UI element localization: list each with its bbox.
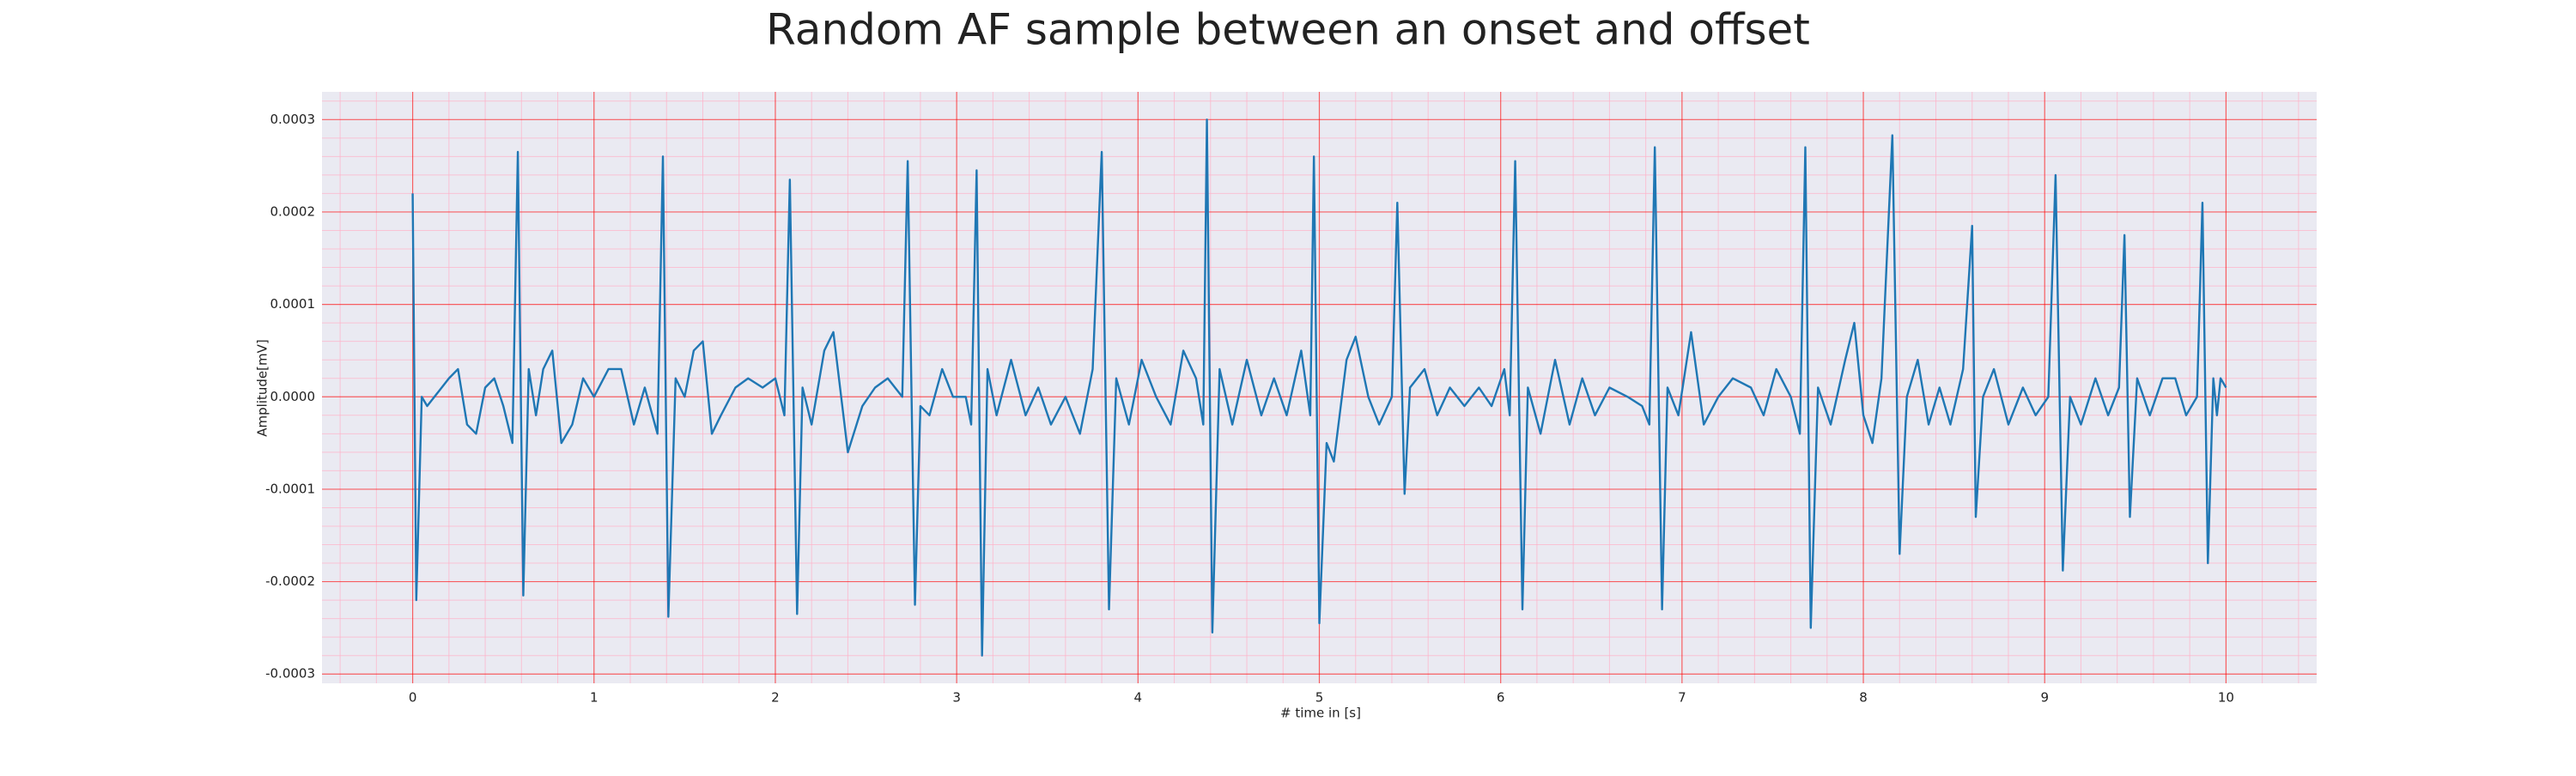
- y-axis-label: Amplitude[mV]: [255, 339, 270, 436]
- y-tick-label: 0.0003: [270, 112, 316, 127]
- x-tick-label: 1: [590, 690, 598, 706]
- y-tick-label: 0.0000: [270, 389, 316, 404]
- y-tick-label: -0.0002: [265, 573, 315, 589]
- y-tick-label: 0.0002: [270, 203, 316, 219]
- x-tick-label: 2: [771, 690, 780, 706]
- y-tick-label: 0.0001: [270, 296, 316, 312]
- x-tick-label: 7: [1678, 690, 1686, 706]
- x-tick-label: 4: [1134, 690, 1143, 706]
- x-axis-label: # time in [s]: [1280, 706, 1361, 721]
- y-tick-label: -0.0003: [265, 666, 315, 682]
- signal-line: [411, 118, 2227, 657]
- x-tick-label: 9: [2040, 690, 2049, 706]
- y-tick-label: -0.0001: [265, 481, 315, 496]
- x-tick-label: 3: [952, 690, 961, 706]
- x-tick-label: 5: [1315, 690, 1324, 706]
- x-tick-label: 6: [1497, 690, 1505, 706]
- chart-title: Random AF sample between an onset and of…: [766, 5, 1810, 55]
- x-tick-label: 0: [409, 690, 417, 706]
- x-tick-label: 8: [1859, 690, 1868, 706]
- x-tick-label: 10: [2218, 690, 2234, 706]
